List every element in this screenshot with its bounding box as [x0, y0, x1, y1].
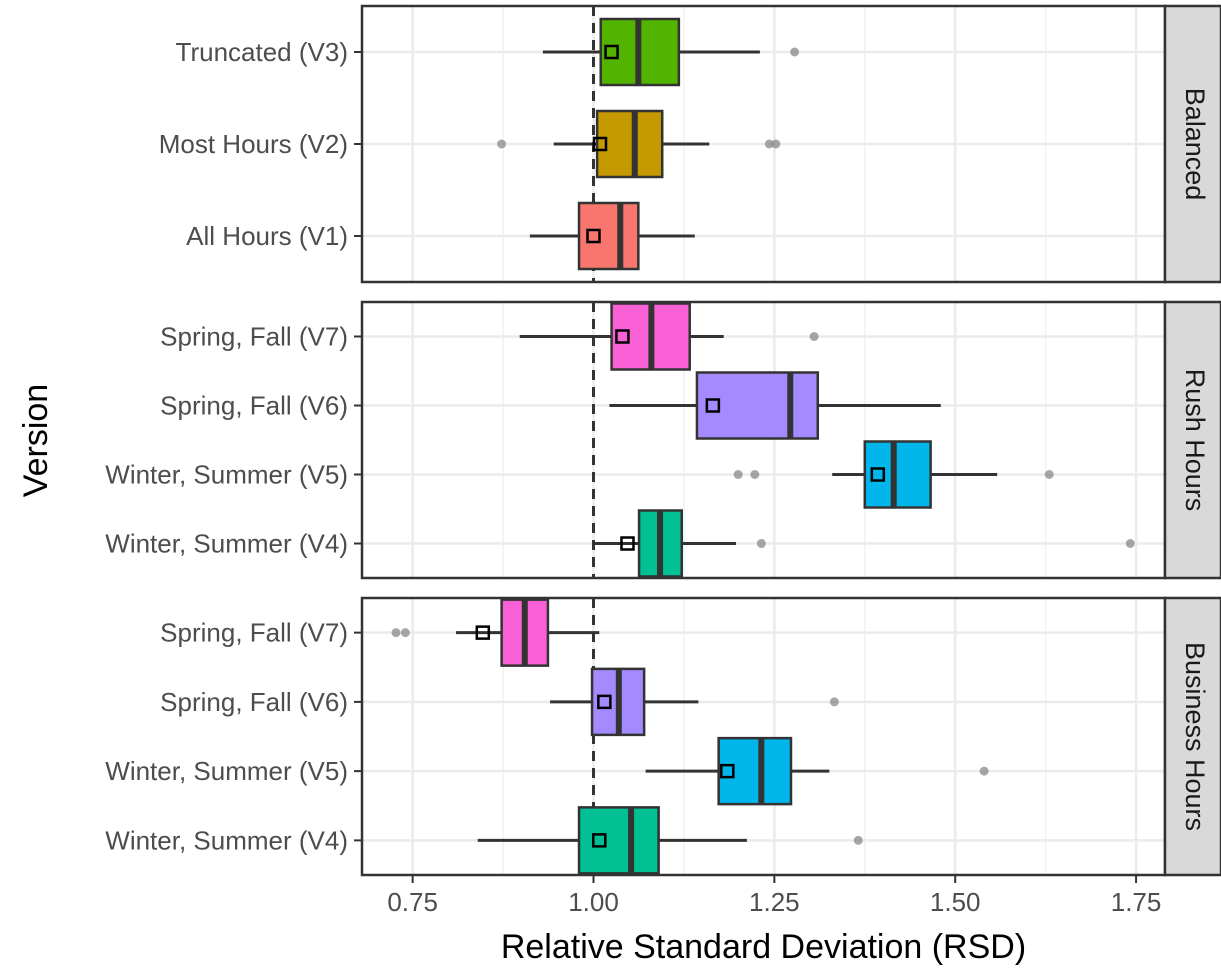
category-label: Spring, Fall (V6): [160, 687, 348, 717]
mean-marker: [586, 228, 601, 244]
outlier-point: [733, 470, 743, 479]
facet-strip: [1163, 300, 1221, 580]
outlier-point: [391, 628, 401, 638]
outlier-point: [790, 47, 800, 57]
outlier-point: [1044, 470, 1054, 479]
category-label: Winter, Summer (V5): [105, 460, 348, 490]
mean-marker: [592, 136, 608, 152]
category-label: Spring, Fall (V7): [160, 618, 348, 648]
category-label: Winter, Summer (V5): [105, 756, 348, 786]
mean-marker: [870, 467, 886, 482]
facet-strip: [1163, 4, 1221, 284]
x-tick-label: 1.25: [749, 887, 800, 917]
mean-marker: [720, 763, 735, 779]
outlier-point: [853, 835, 863, 845]
category-label: Most Hours (V2): [159, 129, 348, 159]
mean-marker: [615, 329, 630, 344]
x-tick-label: 0.75: [387, 887, 438, 917]
mean-marker: [597, 694, 612, 710]
box: [577, 201, 640, 271]
facet-strip-label: Balanced: [1180, 88, 1210, 201]
outlier-point: [497, 139, 507, 149]
y-axis-title: Version: [17, 384, 55, 497]
mean-marker: [705, 398, 721, 413]
facet-strip-label: Business Hours: [1180, 642, 1210, 831]
panel-background: [362, 598, 1165, 875]
category-label: Winter, Summer (V4): [105, 529, 348, 559]
outlier-point: [829, 697, 839, 707]
box: [863, 440, 932, 509]
mean-marker: [620, 536, 635, 551]
category-label: Spring, Fall (V6): [160, 391, 348, 421]
facet-strip-label: Rush Hours: [1180, 369, 1210, 512]
facet-strip: [1163, 596, 1221, 877]
outlier-point: [809, 332, 819, 341]
outlier-point: [750, 470, 760, 479]
box: [695, 371, 820, 440]
category-label: Truncated (V3): [176, 37, 348, 67]
mean-marker: [604, 44, 619, 60]
panel-background: [362, 302, 1165, 578]
x-tick-label: 1.75: [1111, 887, 1162, 917]
box: [577, 806, 660, 875]
category-label: Spring, Fall (V7): [160, 322, 348, 352]
outlier-point: [400, 628, 410, 638]
mean-marker: [475, 625, 491, 640]
outlier-point: [979, 766, 989, 776]
outlier-point: [1125, 539, 1135, 548]
x-tick-label: 1.50: [930, 887, 981, 917]
box: [717, 736, 793, 806]
x-tick-label: 1.00: [568, 887, 619, 917]
category-label: All Hours (V1): [186, 221, 348, 251]
x-axis-title: Relative Standard Deviation (RSD): [501, 928, 1026, 966]
outlier-point: [756, 539, 766, 548]
box: [595, 109, 664, 179]
mean-marker: [592, 833, 607, 848]
outlier-point: [764, 139, 774, 149]
outlier-point: [771, 139, 781, 149]
category-label: Winter, Summer (V4): [105, 825, 348, 855]
